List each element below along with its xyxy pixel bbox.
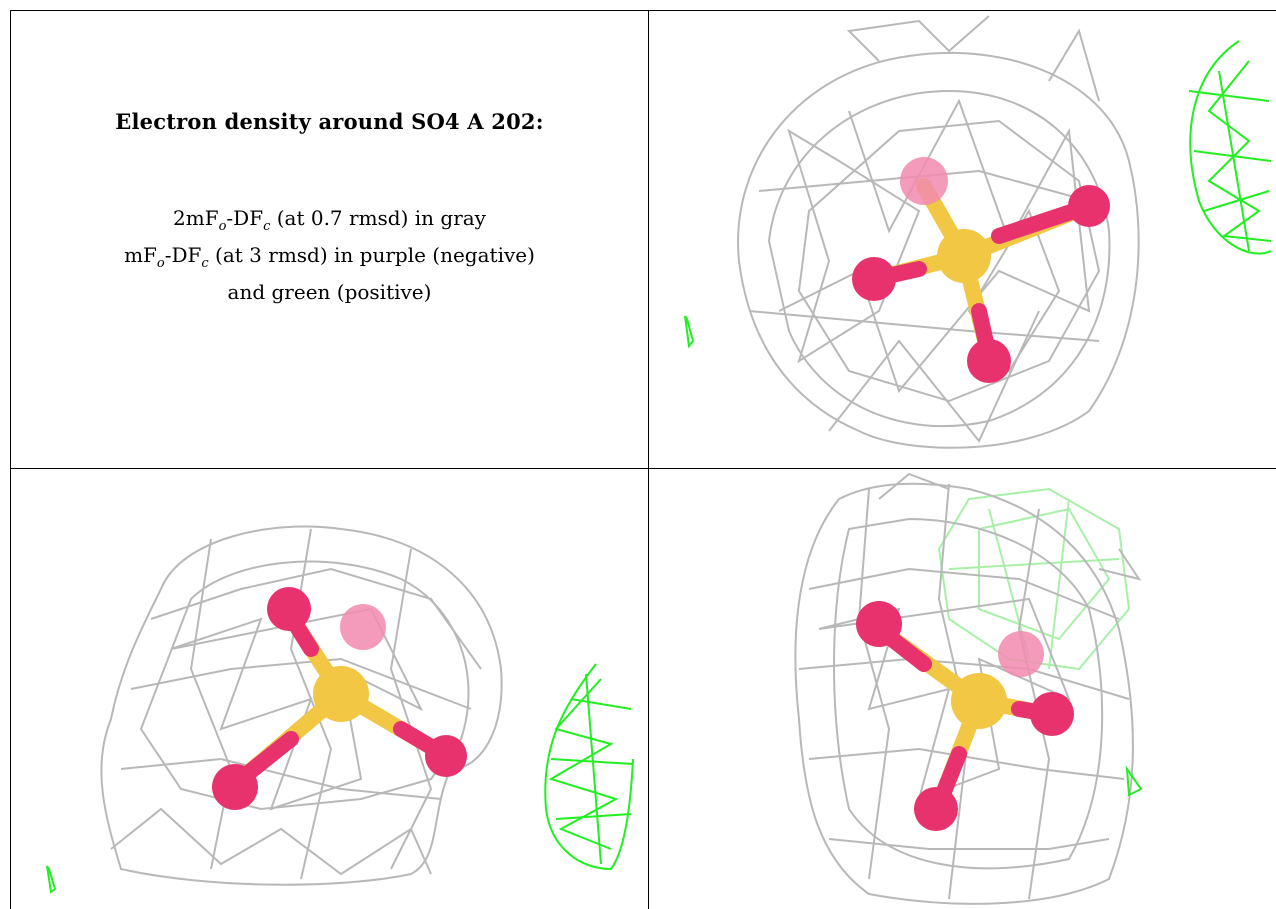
border-middle: [10, 468, 1276, 469]
density-view-bottom-left: [11, 469, 648, 909]
density-render-1: [684, 15, 1272, 449]
caption-title: Electron density around SO4 A 202:: [115, 109, 544, 134]
oxygen-atom-back: [340, 604, 386, 650]
oxygen-atom-bottom: [967, 339, 1011, 383]
caption-panel: Electron density around SO4 A 202: 2mFo-…: [11, 11, 648, 468]
oxygen-atom-bottom: [914, 787, 958, 831]
gray-mesh: [100, 525, 503, 886]
green-mesh: [1125, 765, 1143, 797]
caption-body: 2mFo-DFc (at 0.7 rmsd) in gray mFo-DFc (…: [11, 204, 648, 306]
density-view-top-right: [649, 11, 1276, 468]
gray-mesh: [794, 472, 1142, 905]
oxygen-atom-back: [900, 157, 948, 205]
sulfur-atom: [937, 229, 991, 283]
green-mesh: [46, 663, 634, 894]
oxygen-atom-top: [267, 587, 311, 631]
oxygen-atom-right: [1030, 692, 1074, 736]
oxygen-atom-left: [212, 764, 258, 810]
border-center: [648, 10, 649, 909]
caption-line-2: mFo-DFc (at 3 rmsd) in purple (negative): [124, 243, 535, 271]
border-top: [10, 10, 1276, 11]
caption-line-3: and green (positive): [227, 280, 432, 304]
density-render-3: [794, 472, 1143, 905]
density-view-bottom-right: [649, 469, 1276, 909]
oxygen-atom-left: [856, 601, 902, 647]
sulfur-atom: [313, 666, 369, 722]
sulfur-atom: [951, 673, 1007, 729]
oxygen-atom-right: [1068, 185, 1110, 227]
green-mesh: [684, 40, 1272, 349]
density-render-2: [46, 525, 634, 894]
gray-mesh: [737, 15, 1140, 449]
border-left: [10, 10, 11, 909]
oxygen-atom-right: [425, 735, 467, 777]
oxygen-atom-left: [852, 257, 896, 301]
caption-line-1: 2mFo-DFc (at 0.7 rmsd) in gray: [173, 206, 486, 234]
oxygen-atom-back: [998, 631, 1044, 677]
